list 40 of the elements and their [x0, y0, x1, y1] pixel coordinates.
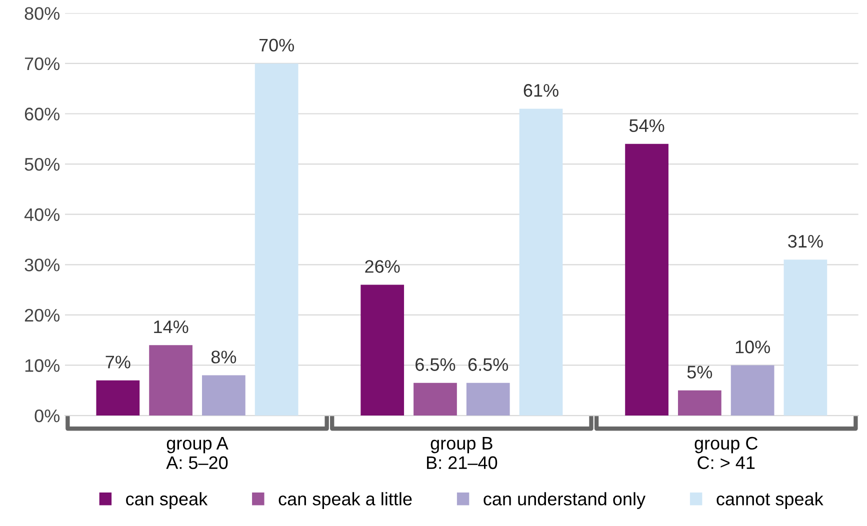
data-label: 61% — [524, 84, 558, 97]
y-tick-label: 20% — [24, 308, 60, 322]
y-tick-label: 70% — [24, 57, 60, 70]
bar — [730, 365, 774, 416]
y-tick-label: 80% — [24, 7, 60, 20]
data-label: 70% — [259, 38, 294, 52]
y-tick-label: 10% — [25, 359, 60, 372]
data-label: 54% — [629, 119, 664, 132]
legend-label: can speak — [126, 492, 208, 509]
legend-label: can understand only — [484, 492, 646, 509]
bar — [202, 375, 246, 416]
bar — [149, 345, 192, 416]
data-label: 26% — [365, 260, 400, 273]
legend-label: can speak a little — [278, 492, 412, 509]
bar — [678, 390, 722, 416]
y-tick-label: 50% — [24, 158, 60, 171]
data-label: 31% — [788, 234, 823, 248]
data-label: 6.5% — [468, 358, 508, 371]
data-label: 7% — [106, 356, 130, 368]
data-label: 10% — [736, 340, 770, 354]
data-label: 14% — [154, 320, 188, 334]
x-tick-label: group A A: 5–20 — [166, 437, 228, 470]
bar — [519, 108, 563, 416]
x-tick-label: group B B: 21–40 — [427, 437, 498, 470]
data-label: 8% — [211, 350, 236, 364]
bar — [360, 284, 404, 416]
data-label: 5% — [687, 366, 712, 378]
y-tick-label: 60% — [24, 108, 60, 120]
bar — [96, 380, 140, 416]
x-tick-label: group C C: > 41 — [694, 436, 758, 470]
bar — [414, 382, 457, 416]
bar — [625, 144, 668, 416]
bar — [254, 63, 298, 416]
bar — [466, 382, 510, 416]
y-tick-label: 0% — [34, 409, 60, 422]
data-label: 6.5% — [416, 358, 456, 371]
y-tick-label: 30% — [24, 258, 60, 272]
bar — [784, 260, 828, 416]
y-tick-label: 40% — [24, 208, 60, 222]
legend-label: cannot speak — [716, 492, 824, 509]
